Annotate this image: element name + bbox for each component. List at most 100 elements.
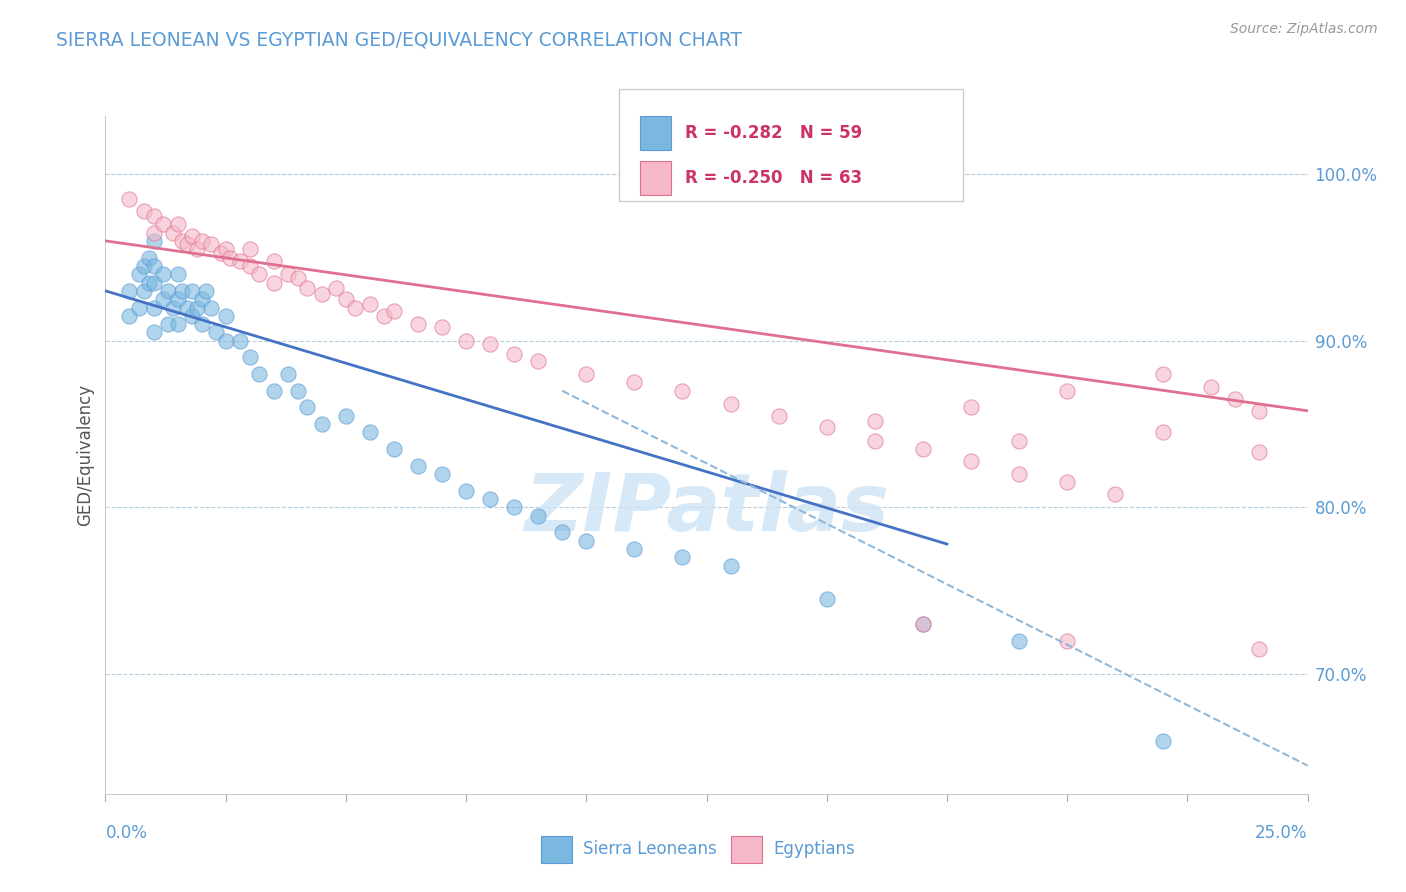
Point bbox=[430, 467, 453, 481]
Point bbox=[1008, 434, 1031, 448]
Point bbox=[479, 491, 502, 506]
Point bbox=[430, 320, 453, 334]
Point bbox=[671, 550, 693, 565]
Point bbox=[1249, 642, 1271, 657]
Point bbox=[200, 237, 222, 252]
Point bbox=[118, 284, 141, 298]
Point bbox=[359, 425, 381, 440]
Point bbox=[344, 301, 367, 315]
Point bbox=[454, 334, 477, 348]
Point bbox=[911, 442, 934, 456]
Point bbox=[454, 483, 477, 498]
Point bbox=[128, 301, 150, 315]
Point bbox=[132, 259, 155, 273]
Point bbox=[671, 384, 693, 398]
Point bbox=[325, 280, 347, 294]
Point bbox=[911, 617, 934, 632]
Point bbox=[190, 317, 212, 331]
Point bbox=[623, 542, 645, 557]
Point bbox=[960, 454, 983, 468]
Point bbox=[1225, 392, 1247, 406]
Point bbox=[247, 367, 270, 381]
Point bbox=[551, 525, 574, 540]
Point bbox=[152, 217, 174, 231]
Point bbox=[297, 280, 319, 294]
Point bbox=[195, 284, 218, 298]
Point bbox=[335, 292, 357, 306]
Point bbox=[214, 309, 236, 323]
Text: Egyptians: Egyptians bbox=[773, 840, 855, 858]
Point bbox=[277, 367, 299, 381]
Point bbox=[172, 284, 194, 298]
Point bbox=[382, 303, 405, 318]
Point bbox=[229, 334, 252, 348]
Point bbox=[406, 458, 429, 473]
Y-axis label: GED/Equivalency: GED/Equivalency bbox=[76, 384, 94, 526]
Point bbox=[239, 351, 262, 365]
Text: Sierra Leoneans: Sierra Leoneans bbox=[583, 840, 717, 858]
Point bbox=[527, 353, 550, 368]
Point bbox=[142, 209, 165, 223]
Point bbox=[527, 508, 550, 523]
Point bbox=[1249, 404, 1271, 418]
Point bbox=[166, 217, 188, 231]
Point bbox=[623, 376, 645, 390]
Point bbox=[176, 237, 198, 252]
Point bbox=[142, 226, 165, 240]
Point bbox=[1152, 425, 1174, 440]
Point bbox=[1201, 380, 1223, 394]
Point bbox=[142, 301, 165, 315]
Point bbox=[263, 276, 285, 290]
Point bbox=[863, 414, 886, 428]
Point bbox=[277, 267, 299, 281]
Point bbox=[132, 203, 155, 218]
Point bbox=[142, 234, 165, 248]
Text: 25.0%: 25.0% bbox=[1256, 824, 1308, 842]
Point bbox=[815, 420, 838, 434]
Point bbox=[239, 242, 262, 256]
Point bbox=[118, 192, 141, 206]
Point bbox=[166, 317, 188, 331]
Point bbox=[335, 409, 357, 423]
Point bbox=[287, 270, 309, 285]
Point bbox=[219, 251, 242, 265]
Point bbox=[205, 326, 228, 340]
Text: Source: ZipAtlas.com: Source: ZipAtlas.com bbox=[1230, 22, 1378, 37]
Text: ZIPatlas: ZIPatlas bbox=[524, 470, 889, 549]
Point bbox=[132, 284, 155, 298]
Point bbox=[815, 592, 838, 607]
Text: 0.0%: 0.0% bbox=[105, 824, 148, 842]
Point bbox=[162, 301, 184, 315]
Point bbox=[768, 409, 790, 423]
Point bbox=[575, 367, 598, 381]
Point bbox=[373, 309, 395, 323]
Point bbox=[239, 259, 262, 273]
Point bbox=[138, 276, 160, 290]
Point bbox=[406, 317, 429, 331]
Text: R = -0.282   N = 59: R = -0.282 N = 59 bbox=[685, 124, 862, 142]
Point bbox=[575, 533, 598, 548]
Point bbox=[503, 347, 526, 361]
Point bbox=[172, 234, 194, 248]
Point bbox=[162, 226, 184, 240]
Point bbox=[156, 317, 179, 331]
Point bbox=[200, 301, 222, 315]
Point bbox=[1056, 633, 1078, 648]
Point bbox=[720, 558, 742, 573]
Point bbox=[960, 401, 983, 415]
Point bbox=[1056, 384, 1078, 398]
Point bbox=[311, 287, 333, 301]
Point bbox=[214, 242, 236, 256]
Point bbox=[1008, 633, 1031, 648]
Point bbox=[118, 309, 141, 323]
Point bbox=[229, 253, 252, 268]
Point bbox=[1249, 445, 1271, 459]
Text: R = -0.250   N = 63: R = -0.250 N = 63 bbox=[685, 169, 862, 186]
Point bbox=[863, 434, 886, 448]
Point bbox=[181, 284, 204, 298]
Point bbox=[156, 284, 179, 298]
Point bbox=[181, 309, 204, 323]
Point bbox=[479, 337, 502, 351]
Point bbox=[142, 276, 165, 290]
Point bbox=[1152, 367, 1174, 381]
